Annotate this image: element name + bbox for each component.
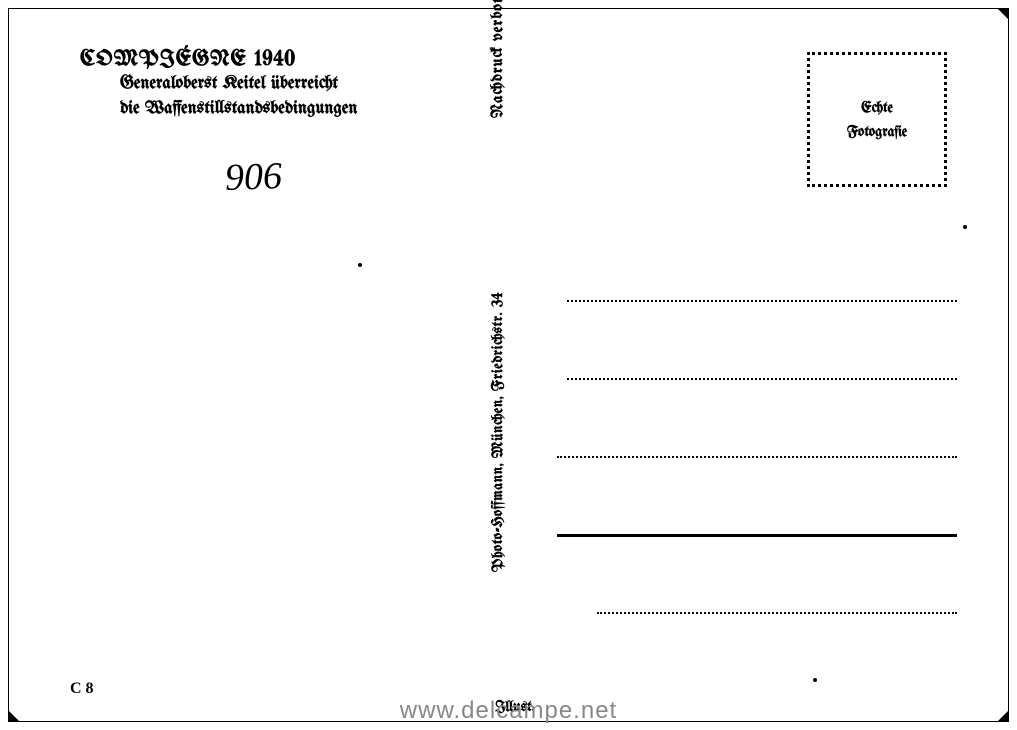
- stamp-text-2: Fotografie: [847, 120, 907, 144]
- address-line: [557, 456, 957, 458]
- postcard-subtitle-1: Generaloberst Keitel überreicht: [120, 71, 357, 96]
- stamp-placeholder: Echte Fotografie: [807, 52, 947, 187]
- corner-marker: [8, 710, 20, 722]
- postcard-subtitle-2: die Waffenstillstandsbedingungen: [120, 96, 357, 121]
- source-watermark: www.delcampe.net: [400, 697, 617, 725]
- print-dot: [358, 263, 362, 267]
- postcard-title: COMPIÉGNE 1940: [80, 48, 357, 71]
- corner-marker: [997, 710, 1009, 722]
- reproduction-notice: Nachdruck verboten: [490, 0, 507, 118]
- corner-marker: [997, 8, 1009, 20]
- stamp-text-1: Echte: [861, 96, 893, 120]
- print-dot: [963, 225, 967, 229]
- print-dot: [813, 678, 817, 682]
- publisher-credit: Photo-Hoffmann, München, Friedrichstr. 3…: [490, 292, 506, 572]
- title-block: COMPIÉGNE 1940 Generaloberst Keitel über…: [80, 48, 357, 121]
- address-line: [567, 378, 957, 380]
- address-line: [597, 612, 957, 614]
- handwritten-number: 906: [224, 154, 283, 200]
- catalog-code: C 8: [70, 680, 94, 698]
- address-line: [567, 300, 957, 302]
- address-line-solid: [557, 534, 957, 537]
